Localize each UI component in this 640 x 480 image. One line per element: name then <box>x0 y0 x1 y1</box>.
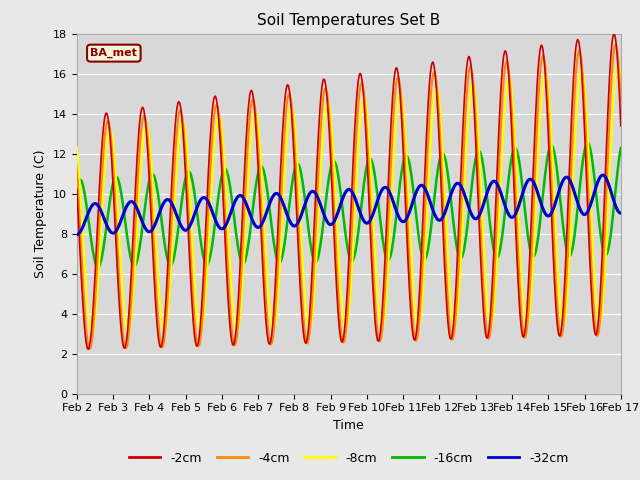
-16cm <box>73 182 81 188</box>
-2cm <box>394 69 402 75</box>
-16cm <box>617 145 625 151</box>
-16cm <box>193 209 201 215</box>
-4cm <box>341 335 349 341</box>
-2cm <box>73 186 81 192</box>
Line: -2cm: -2cm <box>77 34 621 349</box>
Y-axis label: Soil Temperature (C): Soil Temperature (C) <box>35 149 47 278</box>
Legend: -2cm, -4cm, -8cm, -16cm, -32cm: -2cm, -4cm, -8cm, -16cm, -32cm <box>124 447 573 469</box>
-4cm <box>448 336 456 341</box>
-32cm <box>617 210 625 216</box>
X-axis label: Time: Time <box>333 419 364 432</box>
-4cm <box>216 126 224 132</box>
-32cm <box>193 207 200 213</box>
-4cm <box>617 98 625 104</box>
-8cm <box>341 325 349 331</box>
-2cm <box>610 31 618 37</box>
-8cm <box>73 144 81 150</box>
-2cm <box>568 111 575 117</box>
Line: -16cm: -16cm <box>77 143 621 267</box>
-8cm <box>216 116 224 122</box>
-32cm <box>73 232 81 238</box>
-16cm <box>568 249 575 254</box>
-32cm <box>340 192 348 198</box>
-8cm <box>193 306 201 312</box>
-2cm <box>448 335 456 341</box>
-32cm <box>447 192 454 198</box>
-8cm <box>394 98 402 104</box>
-16cm <box>216 180 224 186</box>
-4cm <box>394 74 402 80</box>
Line: -4cm: -4cm <box>77 45 621 349</box>
-8cm <box>448 308 456 313</box>
-16cm <box>448 203 456 209</box>
-8cm <box>614 61 621 67</box>
Line: -32cm: -32cm <box>77 175 621 235</box>
-8cm <box>568 211 575 216</box>
-32cm <box>216 225 223 230</box>
-2cm <box>84 347 92 352</box>
-4cm <box>612 42 620 48</box>
-8cm <box>617 78 625 84</box>
-4cm <box>568 154 575 160</box>
-2cm <box>341 322 349 327</box>
-2cm <box>617 123 625 129</box>
-32cm <box>394 210 401 216</box>
-16cm <box>394 199 402 204</box>
-32cm <box>599 172 607 178</box>
Title: Soil Temperatures Set B: Soil Temperatures Set B <box>257 13 440 28</box>
-8cm <box>88 330 96 336</box>
Line: -8cm: -8cm <box>77 64 621 333</box>
-2cm <box>216 141 224 147</box>
-16cm <box>341 227 349 233</box>
Text: BA_met: BA_met <box>90 48 137 58</box>
-16cm <box>584 140 591 145</box>
-32cm <box>567 180 575 185</box>
-4cm <box>193 339 201 345</box>
-4cm <box>73 167 81 172</box>
-16cm <box>94 264 102 270</box>
-4cm <box>86 347 93 352</box>
-2cm <box>193 343 201 349</box>
